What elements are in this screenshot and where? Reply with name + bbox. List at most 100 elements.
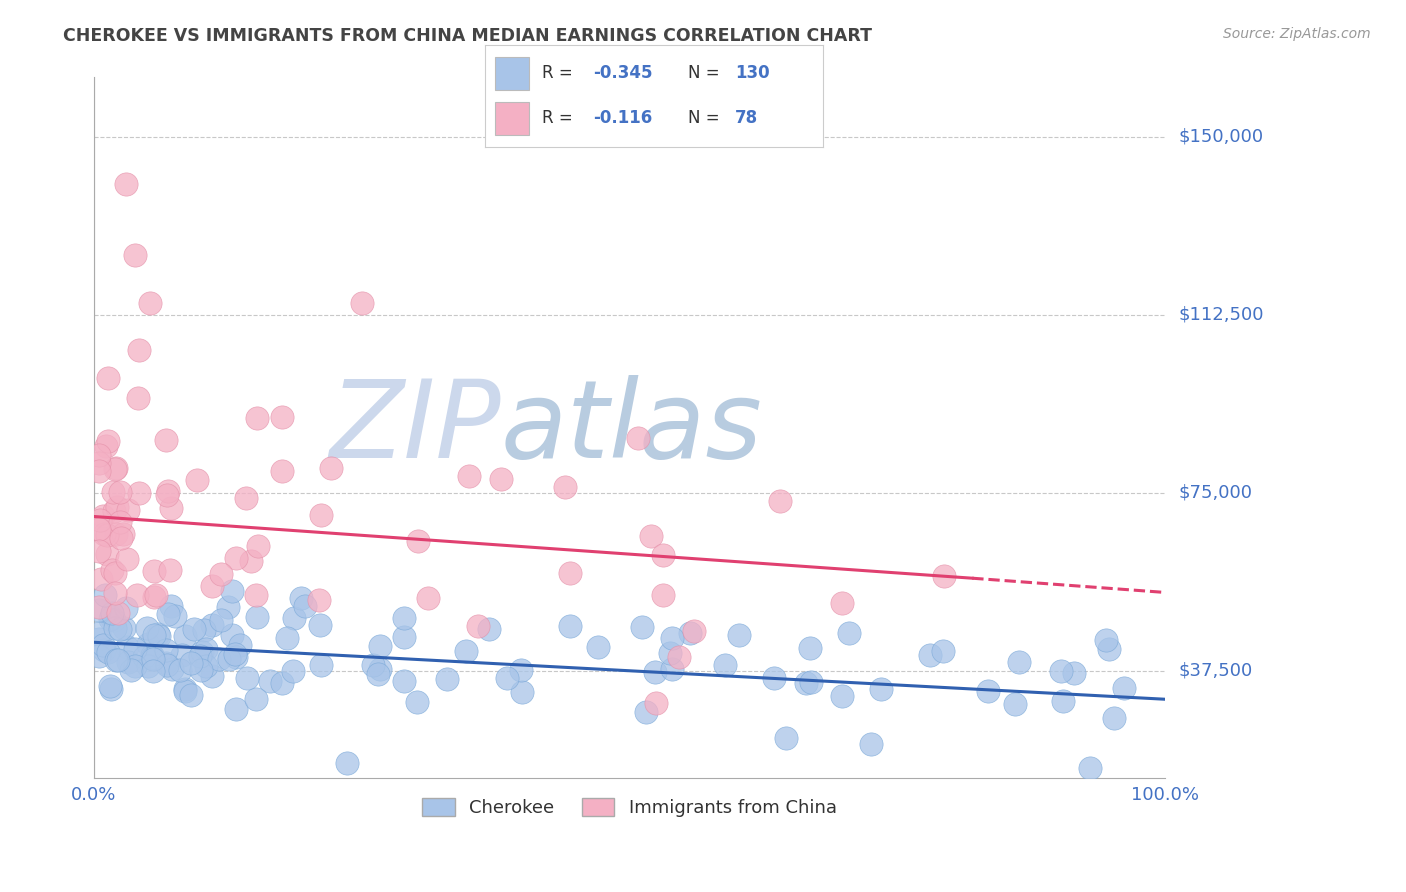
- Point: [311, 658, 333, 673]
- Point: [217, 599, 239, 614]
- Point: [932, 644, 955, 658]
- Point: [156, 483, 179, 498]
- Point: [107, 653, 129, 667]
- Point: [201, 617, 224, 632]
- Point: [661, 632, 683, 646]
- Point: [143, 564, 166, 578]
- Text: -0.116: -0.116: [593, 110, 652, 128]
- Point: [155, 656, 177, 670]
- Point: [229, 638, 252, 652]
- Point: [89, 603, 111, 617]
- Text: ZIP: ZIP: [329, 375, 501, 480]
- Point: [644, 665, 666, 679]
- Text: $37,500: $37,500: [1180, 662, 1253, 680]
- Point: [416, 591, 439, 606]
- Point: [94, 440, 117, 454]
- Point: [125, 588, 148, 602]
- Point: [135, 621, 157, 635]
- Point: [143, 628, 166, 642]
- Point: [132, 650, 155, 665]
- Point: [870, 682, 893, 697]
- Point: [115, 601, 138, 615]
- Text: R =: R =: [543, 64, 574, 82]
- Point: [510, 663, 533, 677]
- Point: [97, 645, 120, 659]
- Point: [361, 658, 384, 673]
- Point: [394, 611, 416, 625]
- Point: [145, 588, 167, 602]
- Point: [934, 569, 956, 583]
- Point: [1050, 664, 1073, 678]
- Point: [467, 619, 489, 633]
- Point: [918, 648, 941, 663]
- Text: $150,000: $150,000: [1180, 128, 1264, 145]
- Point: [169, 664, 191, 678]
- Point: [247, 539, 270, 553]
- Point: [115, 178, 138, 192]
- Point: [800, 674, 823, 689]
- Point: [104, 566, 127, 581]
- Point: [173, 629, 195, 643]
- Point: [209, 567, 232, 582]
- Point: [97, 434, 120, 448]
- Point: [104, 621, 127, 635]
- Point: [117, 655, 139, 669]
- Point: [186, 473, 208, 487]
- Point: [668, 649, 690, 664]
- Point: [107, 606, 129, 620]
- Point: [394, 674, 416, 689]
- Point: [831, 690, 853, 704]
- Point: [560, 566, 582, 580]
- Point: [640, 529, 662, 543]
- Point: [190, 664, 212, 678]
- Point: [794, 675, 817, 690]
- Point: [124, 248, 146, 262]
- Point: [120, 663, 142, 677]
- Point: [221, 584, 243, 599]
- Point: [586, 640, 609, 654]
- Point: [97, 371, 120, 385]
- Text: N =: N =: [688, 64, 718, 82]
- Point: [112, 621, 135, 635]
- Point: [194, 658, 217, 673]
- Point: [103, 504, 125, 518]
- Point: [367, 666, 389, 681]
- Point: [714, 657, 737, 672]
- Point: [157, 607, 180, 622]
- Point: [436, 672, 458, 686]
- Point: [90, 573, 112, 587]
- Point: [683, 624, 706, 638]
- Point: [141, 648, 163, 662]
- Point: [457, 468, 479, 483]
- Point: [108, 516, 131, 530]
- Point: [163, 608, 186, 623]
- Point: [489, 472, 512, 486]
- Text: atlas: atlas: [501, 375, 763, 480]
- Point: [454, 644, 477, 658]
- Point: [652, 548, 675, 562]
- Point: [155, 433, 177, 447]
- Point: [160, 599, 183, 614]
- Point: [104, 653, 127, 667]
- Point: [1102, 711, 1125, 725]
- FancyBboxPatch shape: [495, 102, 529, 135]
- Point: [146, 627, 169, 641]
- Point: [173, 681, 195, 696]
- Point: [100, 681, 122, 696]
- Point: [631, 619, 654, 633]
- Point: [111, 527, 134, 541]
- Point: [218, 652, 240, 666]
- Point: [1078, 761, 1101, 775]
- Point: [239, 554, 262, 568]
- Point: [658, 646, 681, 660]
- Point: [627, 431, 650, 445]
- Point: [89, 632, 111, 646]
- Point: [105, 500, 128, 514]
- Point: [728, 628, 751, 642]
- Point: [496, 671, 519, 685]
- Point: [156, 488, 179, 502]
- Point: [201, 668, 224, 682]
- Point: [769, 494, 792, 508]
- Point: [225, 649, 247, 664]
- Point: [208, 651, 231, 665]
